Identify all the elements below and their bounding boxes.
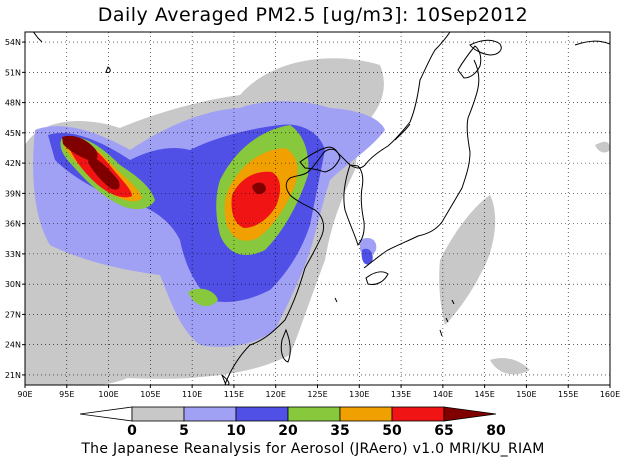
lat-tick-label: 39N (5, 189, 21, 198)
colorbar-left-arrow (79, 406, 133, 422)
lat-tick-label: 51N (5, 68, 21, 77)
lon-tick-label: 135E (391, 390, 411, 399)
colorbar-tick-label: 20 (278, 423, 298, 439)
lat-tick-label: 33N (5, 250, 21, 259)
colorbar-segment (183, 406, 237, 422)
lon-tick-label: 95E (59, 390, 74, 399)
colorbar-tick-label: 5 (179, 423, 189, 439)
latitude-tick-labels: 54N 51N 48N 45N 42N 39N 36N 33N 30N 27N 24N 21N (5, 38, 25, 380)
lon-tick-label: 130E (349, 390, 369, 399)
colorbar-tick-label: 35 (330, 423, 349, 439)
lat-tick-label: 24N (5, 341, 21, 350)
pm25-level-80-fill (62, 135, 266, 195)
colorbar-tick-label: 50 (382, 423, 402, 439)
lon-tick-label: 90E (17, 390, 32, 399)
longitude-tick-labels: 90E 95E 100E 105E 110E 115E 120E 125E 130E 135E 14… (17, 385, 620, 399)
lat-tick-label: 42N (5, 159, 21, 168)
lat-tick-label: 36N (5, 220, 21, 229)
lon-tick-label: 155E (558, 390, 578, 399)
lat-tick-label: 48N (5, 99, 21, 108)
lon-tick-label: 105E (140, 390, 160, 399)
map-plot-area (25, 32, 610, 385)
lon-tick-label: 160E (600, 390, 620, 399)
colorbar: 0 5 10 20 35 50 65 80 (79, 406, 506, 439)
colorbar-segment (391, 406, 445, 422)
lat-tick-label: 30N (5, 280, 21, 289)
graticule (25, 32, 610, 385)
lon-tick-label: 120E (266, 390, 286, 399)
colorbar-segment (287, 406, 341, 422)
lat-tick-label: 54N (5, 38, 21, 47)
coastlines (32, 32, 610, 385)
lon-tick-label: 140E (433, 390, 453, 399)
lon-tick-label: 145E (474, 390, 494, 399)
lat-tick-label: 27N (5, 310, 21, 319)
colorbar-segment (131, 406, 185, 422)
lon-tick-label: 100E (98, 390, 118, 399)
colorbar-right-arrow (443, 406, 497, 422)
colorbar-tick-label: 10 (226, 423, 246, 439)
credit-text: The Japanese Reanalysis for Aerosol (JRA… (81, 441, 545, 457)
map-title: Daily Averaged PM2.5 [ug/m3]: 10Sep2012 (97, 4, 529, 26)
lon-tick-label: 125E (307, 390, 327, 399)
colorbar-segment (339, 406, 393, 422)
lon-tick-label: 150E (516, 390, 536, 399)
lon-tick-label: 110E (182, 390, 202, 399)
colorbar-segment (235, 406, 289, 422)
lat-tick-label: 45N (5, 129, 21, 138)
lat-tick-label: 21N (5, 371, 21, 380)
colorbar-tick-label: 65 (434, 423, 453, 439)
colorbar-tick-label: 80 (486, 423, 506, 439)
lon-tick-label: 115E (224, 390, 244, 399)
colorbar-tick-label: 0 (127, 423, 137, 439)
